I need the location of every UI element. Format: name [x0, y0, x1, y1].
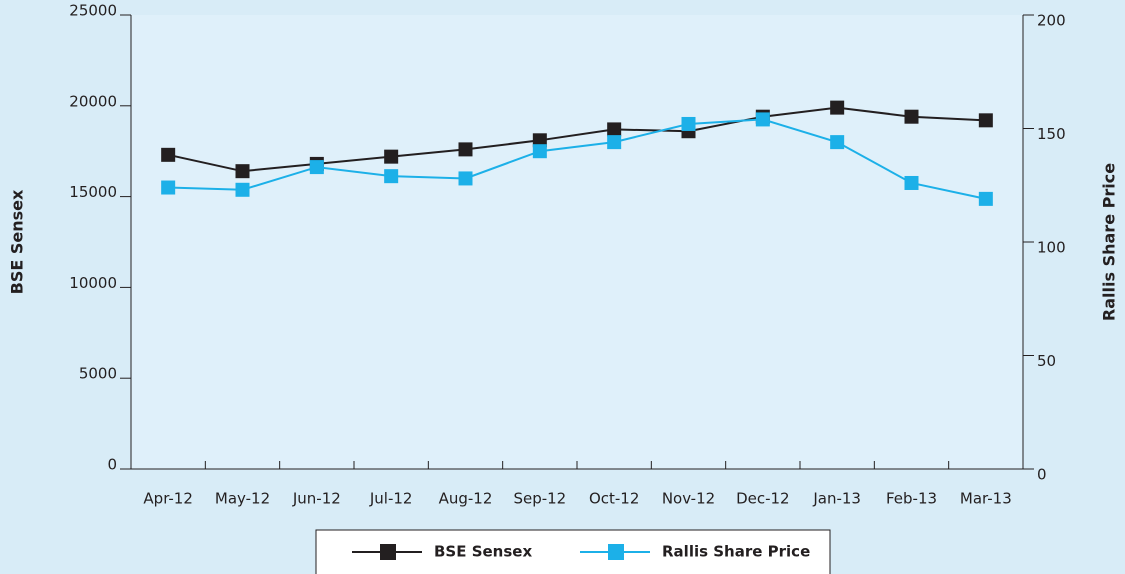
y2-tick-label: 0 — [1037, 466, 1047, 484]
point-marker — [235, 182, 250, 197]
y2-tick-label: 200 — [1037, 12, 1066, 30]
y-tick-label: 25000 — [69, 2, 117, 20]
x-tick-label: May-12 — [215, 490, 270, 508]
x-tick-label: Feb-13 — [886, 490, 937, 508]
point-marker — [458, 171, 473, 186]
x-tick-label: Jun-12 — [292, 490, 341, 508]
point-marker — [607, 122, 622, 137]
point-marker — [384, 169, 399, 184]
y2-axis-label: Rallis Share Price — [1100, 163, 1119, 321]
point-marker — [458, 142, 473, 157]
point-marker — [532, 144, 547, 159]
point-marker — [904, 109, 919, 124]
y-tick-label: 15000 — [69, 183, 117, 201]
point-marker — [978, 191, 993, 206]
point-marker — [161, 180, 176, 195]
x-tick-label: Jan-13 — [812, 490, 861, 508]
x-tick-label: Dec-12 — [736, 490, 790, 508]
y2-tick-label: 100 — [1037, 239, 1066, 257]
y-axis-label: BSE Sensex — [8, 189, 27, 294]
x-tick-label: Nov-12 — [662, 490, 715, 508]
point-marker — [978, 113, 993, 128]
x-tick-label: Aug-12 — [439, 490, 493, 508]
point-marker — [309, 160, 324, 175]
point-marker — [755, 112, 770, 127]
y-tick-label: 5000 — [79, 365, 117, 383]
legend-marker — [380, 544, 396, 560]
point-marker — [607, 135, 622, 150]
y-tick-label: 20000 — [69, 92, 117, 110]
x-tick-label: Oct-12 — [589, 490, 639, 508]
series-line — [167, 106, 986, 173]
x-tick-label: Sep-12 — [513, 490, 566, 508]
y-tick-label: 0 — [107, 456, 117, 474]
point-marker — [161, 147, 176, 162]
point-marker — [681, 116, 696, 131]
legend-label: BSE Sensex — [434, 543, 532, 561]
series-line — [168, 118, 987, 200]
x-tick-label: Apr-12 — [143, 490, 193, 508]
point-marker — [235, 164, 250, 179]
point-marker — [384, 149, 399, 164]
x-tick-label: Jul-12 — [369, 490, 413, 508]
point-marker — [830, 135, 845, 150]
plot-area — [131, 15, 1023, 469]
point-marker — [830, 100, 845, 115]
point-marker — [904, 175, 919, 190]
legend-marker — [608, 544, 624, 560]
point-marker — [532, 133, 547, 148]
y2-tick-label: 50 — [1037, 352, 1056, 370]
x-tick-label: Mar-13 — [960, 490, 1012, 508]
legend-label: Rallis Share Price — [662, 543, 810, 561]
y-tick-label: 10000 — [69, 274, 117, 292]
y2-tick-label: 150 — [1037, 125, 1066, 143]
